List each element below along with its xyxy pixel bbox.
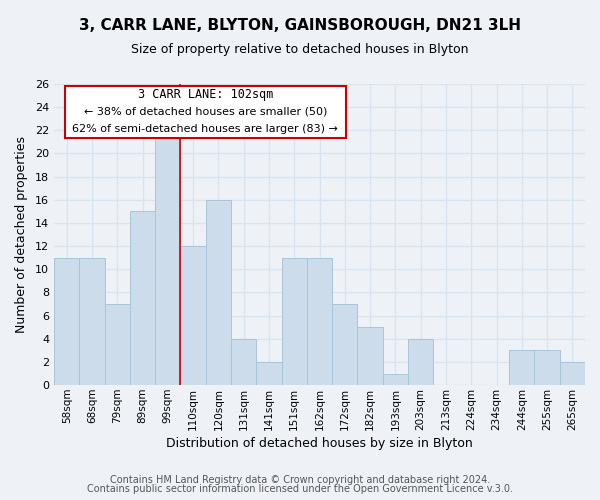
Text: ← 38% of detached houses are smaller (50): ← 38% of detached houses are smaller (50… (83, 107, 327, 117)
Bar (509, 350, 535, 385)
Y-axis label: Number of detached properties: Number of detached properties (15, 136, 28, 333)
Text: 3 CARR LANE: 102sqm: 3 CARR LANE: 102sqm (137, 88, 273, 102)
Bar (358, 327, 383, 385)
Bar (535, 350, 560, 385)
Text: Contains HM Land Registry data © Crown copyright and database right 2024.: Contains HM Land Registry data © Crown c… (110, 475, 490, 485)
Bar (256, 362, 281, 385)
Bar (560, 362, 585, 385)
FancyBboxPatch shape (65, 86, 346, 138)
Bar (408, 339, 433, 385)
Text: 3, CARR LANE, BLYTON, GAINSBOROUGH, DN21 3LH: 3, CARR LANE, BLYTON, GAINSBOROUGH, DN21… (79, 18, 521, 32)
Bar (383, 374, 408, 385)
Text: 62% of semi-detached houses are larger (83) →: 62% of semi-detached houses are larger (… (73, 124, 338, 134)
Bar (104, 304, 130, 385)
Bar (281, 258, 307, 385)
Text: Contains public sector information licensed under the Open Government Licence v.: Contains public sector information licen… (87, 484, 513, 494)
Bar (54, 258, 79, 385)
Bar (79, 258, 104, 385)
Bar (231, 339, 256, 385)
Bar (181, 246, 206, 385)
Bar (332, 304, 358, 385)
X-axis label: Distribution of detached houses by size in Blyton: Distribution of detached houses by size … (166, 437, 473, 450)
Bar (130, 212, 155, 385)
Bar (307, 258, 332, 385)
Text: Size of property relative to detached houses in Blyton: Size of property relative to detached ho… (131, 42, 469, 56)
Bar (155, 118, 181, 385)
Bar (206, 200, 231, 385)
